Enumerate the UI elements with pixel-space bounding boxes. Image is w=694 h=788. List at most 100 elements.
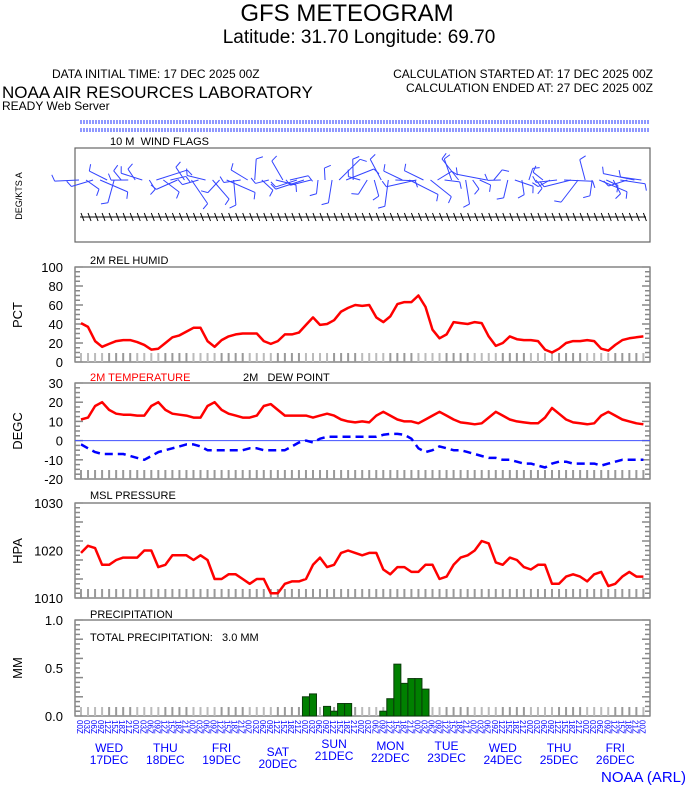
wind-marker xyxy=(228,212,233,222)
x-hour-label: 00Z xyxy=(637,720,646,734)
x-hour-label: 00Z xyxy=(75,720,84,734)
wind-barb-flag xyxy=(113,164,119,172)
location: Latitude: 31.70 Longitude: 69.70 xyxy=(223,27,496,48)
wind-marker xyxy=(467,212,472,222)
wind-barb xyxy=(255,179,269,184)
x-hour-label: 06Z xyxy=(202,720,211,734)
wind-barb xyxy=(107,179,115,203)
wind-barb xyxy=(479,179,491,186)
x-hour-label: 00Z xyxy=(469,720,478,734)
legend-dew-point: 2M DEW POINT xyxy=(243,372,330,384)
y-tick-label: 20 xyxy=(49,336,63,351)
wind-marker xyxy=(621,212,626,222)
precip-panel-title: PRECIPITATION xyxy=(90,609,173,621)
date-label: 19DEC xyxy=(202,753,241,767)
wind-marker xyxy=(235,212,240,222)
wind-marker xyxy=(193,212,197,222)
wind-marker xyxy=(87,212,92,222)
wind-barb-flag xyxy=(253,192,256,200)
calculation-started: CALCULATION STARTED AT: 17 DEC 2025 00Z xyxy=(393,67,653,81)
y-tick-label: 100 xyxy=(41,260,63,275)
wind-barb-flag xyxy=(592,181,596,189)
wind-barb xyxy=(186,175,206,181)
pressure-panel-title: MSL PRESSURE xyxy=(90,490,176,502)
wind-marker xyxy=(642,212,647,222)
wind-barb xyxy=(409,179,439,195)
wind-marker xyxy=(481,212,486,222)
wind-barb-flag xyxy=(441,153,447,160)
precip-bar xyxy=(400,682,409,717)
wind-barb xyxy=(156,179,178,190)
panel-frame xyxy=(74,147,651,243)
wind-marker xyxy=(607,212,612,222)
x-hour-label: 21Z xyxy=(293,720,302,734)
day-of-week-label: FRI xyxy=(606,741,625,755)
precip-bar xyxy=(337,703,346,717)
rh-ylabel: PCT xyxy=(10,302,25,328)
wind-barb xyxy=(441,158,460,181)
wind-barb xyxy=(465,179,470,205)
wind-marker xyxy=(586,212,591,222)
wind-barb xyxy=(54,179,80,182)
wind-barb-flag xyxy=(321,202,329,206)
day-of-week-label: TUE xyxy=(435,739,459,753)
precip-bar xyxy=(414,678,423,717)
wind-barb-flag xyxy=(88,164,92,172)
x-hour-label: 03Z xyxy=(363,720,372,734)
x-hour-label: 06Z xyxy=(595,720,604,734)
x-hour-label: 18Z xyxy=(455,720,464,734)
wind-barb-flag xyxy=(185,176,191,183)
x-hour-label: 18Z xyxy=(623,720,632,734)
wind-barb xyxy=(223,179,241,184)
y-tick-label: 0.5 xyxy=(45,661,63,676)
y-tick-label: 40 xyxy=(49,317,63,332)
wind-barb-flag xyxy=(532,182,539,187)
wind-marker xyxy=(333,212,338,222)
wind-barb xyxy=(560,179,579,203)
day-of-week-label: FRI xyxy=(212,741,231,755)
x-hour-label: 03Z xyxy=(476,720,485,734)
x-hour-label: 15Z xyxy=(110,720,119,734)
x-hour-label: 18Z xyxy=(342,720,351,734)
wind-barb-flag xyxy=(455,167,458,175)
wind-marker xyxy=(214,212,219,222)
wind-barb xyxy=(589,179,593,196)
wind-marker xyxy=(108,212,113,222)
wind-marker xyxy=(150,212,155,222)
wind-marker xyxy=(516,212,521,222)
wind-marker xyxy=(263,212,268,222)
x-hour-label: 03Z xyxy=(588,720,597,734)
total-precipitation: TOTAL PRECIPITATION: 3.0 MM xyxy=(90,632,259,644)
x-hour-label: 06Z xyxy=(427,720,436,734)
y-tick-label: 1030 xyxy=(34,496,63,511)
wind-barb-flag xyxy=(502,169,510,172)
x-hour-label: 21Z xyxy=(630,720,639,734)
wind-marker xyxy=(256,212,261,222)
wind-barb xyxy=(528,168,534,181)
wind-barb xyxy=(271,160,284,181)
wind-marker xyxy=(207,212,212,222)
wind-barb-flag xyxy=(352,156,360,160)
wind-barb xyxy=(535,179,543,189)
wind-barb-flag xyxy=(186,169,193,176)
wind-barb-flag xyxy=(517,194,525,199)
x-hour-label: 12Z xyxy=(441,720,450,734)
wind-marker xyxy=(565,212,570,222)
wind-barb-flag xyxy=(532,167,540,169)
wind-barb-flag xyxy=(175,161,181,168)
x-hour-label: 06Z xyxy=(314,720,323,734)
wind-marker xyxy=(305,212,310,222)
x-hour-label: 03Z xyxy=(532,720,541,734)
x-hour-label: 09Z xyxy=(209,720,218,734)
wind-barb xyxy=(608,179,628,187)
dew-point-line xyxy=(80,432,644,469)
x-hour-label: 15Z xyxy=(448,720,457,734)
wind-barb xyxy=(207,179,220,193)
x-hour-label: 12Z xyxy=(159,720,168,734)
panel-frame xyxy=(74,382,651,480)
wind-barb-flag xyxy=(229,204,237,209)
wind-barb xyxy=(493,169,503,181)
x-hour-label: 18Z xyxy=(117,720,126,734)
wind-barb-flag xyxy=(271,155,278,162)
